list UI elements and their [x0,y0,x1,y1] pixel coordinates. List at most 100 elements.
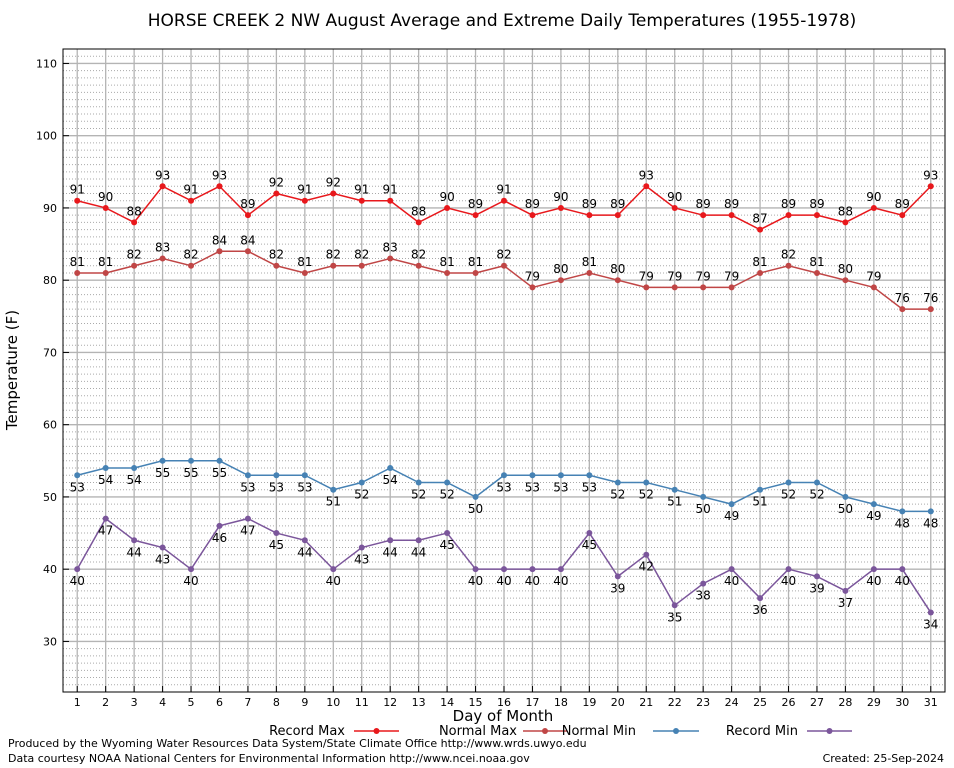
record-min-point [529,566,536,573]
normal-max-data-label: 81 [98,255,113,269]
record-max-point [131,219,138,226]
x-tick-label: 7 [244,696,251,709]
normal-max-point [501,262,507,269]
normal-max-point [216,248,223,255]
record-min-data-label: 40 [468,574,483,588]
chart-title: HORSE CREEK 2 NW August Average and Extr… [148,11,857,31]
record-max-point [472,212,479,219]
normal-min-point [529,472,536,479]
normal-min-data-label: 52 [411,487,426,501]
normal-min-data-label: 50 [468,502,483,516]
normal-max-data-label: 82 [183,248,198,262]
record-min-point [188,566,195,573]
x-tick-label: 25 [753,696,767,709]
normal-min-data-label: 55 [155,466,170,480]
legend-swatch-marker [673,728,679,734]
normal-min-point [557,472,564,479]
normal-min-data-label: 53 [553,480,568,494]
grid [63,48,945,693]
record-max-data-label: 93 [212,168,227,182]
y-tick-label: 70 [43,346,57,359]
record-min-point [444,530,451,537]
record-max-data-label: 88 [126,204,141,218]
record-min-data-label: 47 [240,524,255,538]
normal-min-point [501,472,507,479]
record-min-data-label: 40 [866,574,881,588]
record-max-data-label: 92 [269,175,284,189]
record-max-data-label: 89 [610,197,625,211]
x-tick-label: 10 [326,696,340,709]
normal-min-data-label: 53 [269,480,284,494]
normal-min-data-label: 51 [752,495,767,509]
normal-max-data-label: 82 [496,248,511,262]
normal-min-point [643,479,650,486]
legend-label-normal-max: Normal Max [439,724,517,739]
record-min-point [472,566,479,573]
normal-min-data-label: 48 [895,516,910,530]
record-min-data-label: 40 [496,574,511,588]
record-min-point [728,566,735,573]
record-min-data-label: 44 [411,545,426,559]
normal-max-data-label: 82 [326,248,341,262]
normal-min-data-label: 53 [297,480,312,494]
record-min-data-label: 43 [155,553,170,567]
normal-max-point [927,306,934,313]
x-tick-label: 23 [696,696,710,709]
record-min-point [358,544,365,551]
record-min-point [131,537,138,544]
normal-max-data-label: 79 [696,269,711,283]
record-max-point [671,204,678,211]
record-min-point [273,530,280,537]
record-max-point [74,197,81,204]
record-min-data-label: 43 [354,553,369,567]
record-min-data-label: 40 [183,574,198,588]
normal-max-point [244,248,251,255]
normal-min-data-label: 48 [923,516,938,530]
normal-min-data-label: 54 [98,473,113,487]
record-max-point [700,212,707,219]
record-max-data-label: 90 [553,190,568,204]
normal-min-point [74,472,81,479]
record-min-point [301,537,308,544]
normal-min-data-label: 49 [866,509,881,523]
normal-min-point [330,486,337,493]
x-tick-label: 12 [383,696,397,709]
record-max-point [444,204,451,211]
record-max-data-label: 87 [752,212,767,226]
x-tick-label: 17 [525,696,539,709]
record-min-point [757,595,764,602]
record-max-point [501,197,507,204]
normal-max-point [557,277,564,284]
normal-min-data-label: 49 [724,509,739,523]
normal-max-point [586,269,593,276]
record-min-data-label: 37 [838,596,853,610]
legend-item-normal-max: Normal Max [439,724,567,739]
record-max-point [159,183,166,190]
normal-max-point [870,284,877,291]
record-max-data-label: 89 [781,197,796,211]
normal-min-point [700,493,707,500]
record-max-data-label: 91 [354,183,369,197]
record-max-point [358,197,365,204]
record-min-point [899,566,906,573]
normal-min-point [472,493,479,500]
record-min-data-label: 36 [752,603,767,617]
record-min-point [842,587,849,594]
normal-max-data-label: 81 [297,255,312,269]
record-max-data-label: 89 [468,197,483,211]
record-min-point [501,566,507,573]
x-tick-label: 19 [582,696,596,709]
record-max-point [870,204,877,211]
normal-min-point [159,457,166,464]
record-min-point [785,566,792,573]
series-layer: 91 90 88 93 91 93 89 92 91 92 91 91 88 90 89 91 89 90 89 89… [70,168,939,631]
normal-min-data-label: 55 [212,466,227,480]
normal-min-point [387,465,394,472]
record-min-data-label: 47 [98,524,113,538]
record-max-data-label: 89 [895,197,910,211]
normal-max-point [444,269,451,276]
x-tick-label: 15 [469,696,483,709]
normal-max-data-label: 79 [724,269,739,283]
normal-min-point [586,472,593,479]
record-max-data-label: 89 [724,197,739,211]
